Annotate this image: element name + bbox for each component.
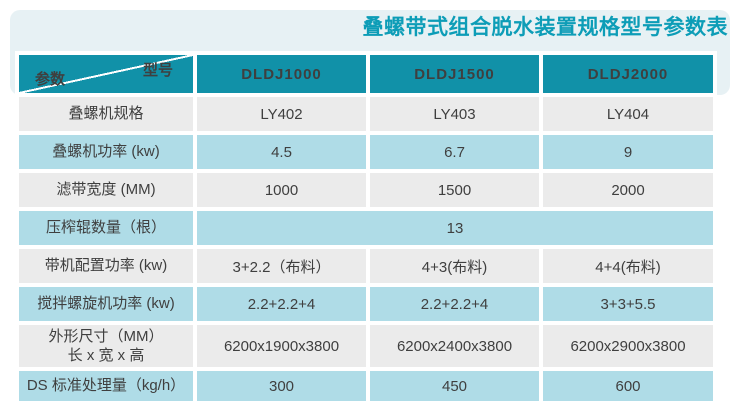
row-label-text: 叠螺机功率 (kw) (52, 143, 160, 161)
cell-value: 6200x2900x3800 (543, 325, 713, 367)
cell-value: 4+4(布料) (543, 249, 713, 283)
row-label-text: 叠螺机规格 (68, 105, 144, 123)
row-label-text: 搅拌螺旋机功率 (kw) (37, 295, 175, 313)
row-label-text: 长 x 宽 x 高 (67, 347, 145, 364)
row-label-text: 压榨辊数量（根） (45, 219, 166, 237)
row-label: DS 标准处理量（kg/h） (19, 371, 193, 401)
row-label-text: 带机配置功率 (kw) (44, 257, 168, 275)
cell-value: 300 (197, 371, 366, 401)
cell-value: 1000 (197, 173, 366, 207)
model-label: 型号 (142, 62, 173, 79)
row-label: 叠螺机规格 (19, 97, 193, 131)
column-header: DLDJ1500 (370, 55, 539, 93)
table-row: 外形尺寸（MM） 长 x 宽 x 高 6200x1900x3800 6200x2400… (19, 325, 713, 367)
param-label: 参数 (35, 71, 66, 88)
row-label: 滤带宽度 (MM) (19, 173, 193, 207)
row-label-text: 外形尺寸（MM） (48, 327, 164, 345)
row-label: 叠螺机功率 (kw) (19, 135, 193, 169)
row-label: 带机配置功率 (kw) (19, 249, 193, 283)
table-row: DS 标准处理量（kg/h） 300 450 600 (19, 371, 713, 401)
row-label: 外形尺寸（MM） 长 x 宽 x 高 (19, 325, 193, 367)
cell-value: 9 (543, 135, 713, 169)
cell-value: LY404 (543, 97, 713, 131)
spec-table: 型号 参数 DLDJ1000 DLDJ1500 DLDJ2000 叠螺机规格 LY40… (15, 51, 717, 405)
table-row: 叠螺机规格 LY402 LY403 LY404 (19, 97, 713, 131)
table-row: 压榨辊数量（根） 13 (19, 211, 713, 245)
table-row: 搅拌螺旋机功率 (kw) 2.2+2.2+4 2.2+2.2+4 3+3+5.5 (19, 287, 713, 321)
row-label: 压榨辊数量（根） (19, 211, 193, 245)
cell-value: 2.2+2.2+4 (197, 287, 366, 321)
table-row: 带机配置功率 (kw) 3+2.2（布料） 4+3(布料) 4+4(布料) (19, 249, 713, 283)
cell-value: 6200x2400x3800 (370, 325, 539, 367)
cell-value: 600 (543, 371, 713, 401)
column-header: DLDJ1000 (197, 55, 366, 93)
cell-value: 2.2+2.2+4 (370, 287, 539, 321)
row-label-text: DS 标准处理量（kg/h） (26, 377, 186, 395)
corner-cell: 型号 参数 (19, 55, 193, 93)
cell-value: 3+3+5.5 (543, 287, 713, 321)
cell-value: 1500 (370, 173, 539, 207)
cell-value: 4.5 (197, 135, 366, 169)
cell-value: 6200x1900x3800 (197, 325, 366, 367)
row-label: 搅拌螺旋机功率 (kw) (19, 287, 193, 321)
cell-value: 13 (197, 211, 713, 245)
cell-value: 6.7 (370, 135, 539, 169)
page-title: 叠螺带式组合脱水装置规格型号参数表 (362, 16, 728, 39)
table-body: 叠螺机规格 LY402 LY403 LY404 叠螺机功率 (kw) 4.5 6.7 9 滤带宽… (19, 97, 713, 401)
cell-value: 4+3(布料) (370, 249, 539, 283)
cell-value: 3+2.2（布料） (197, 249, 366, 283)
header-row: 型号 参数 DLDJ1000 DLDJ1500 DLDJ2000 (19, 55, 713, 93)
cell-value: LY402 (197, 97, 366, 131)
table-row: 滤带宽度 (MM) 1000 1500 2000 (19, 173, 713, 207)
cell-value: LY403 (370, 97, 539, 131)
cell-value: 2000 (543, 173, 713, 207)
cell-value: 450 (370, 371, 539, 401)
table-row: 叠螺机功率 (kw) 4.5 6.7 9 (19, 135, 713, 169)
column-header: DLDJ2000 (543, 55, 713, 93)
row-label-text: 滤带宽度 (MM) (56, 181, 156, 199)
